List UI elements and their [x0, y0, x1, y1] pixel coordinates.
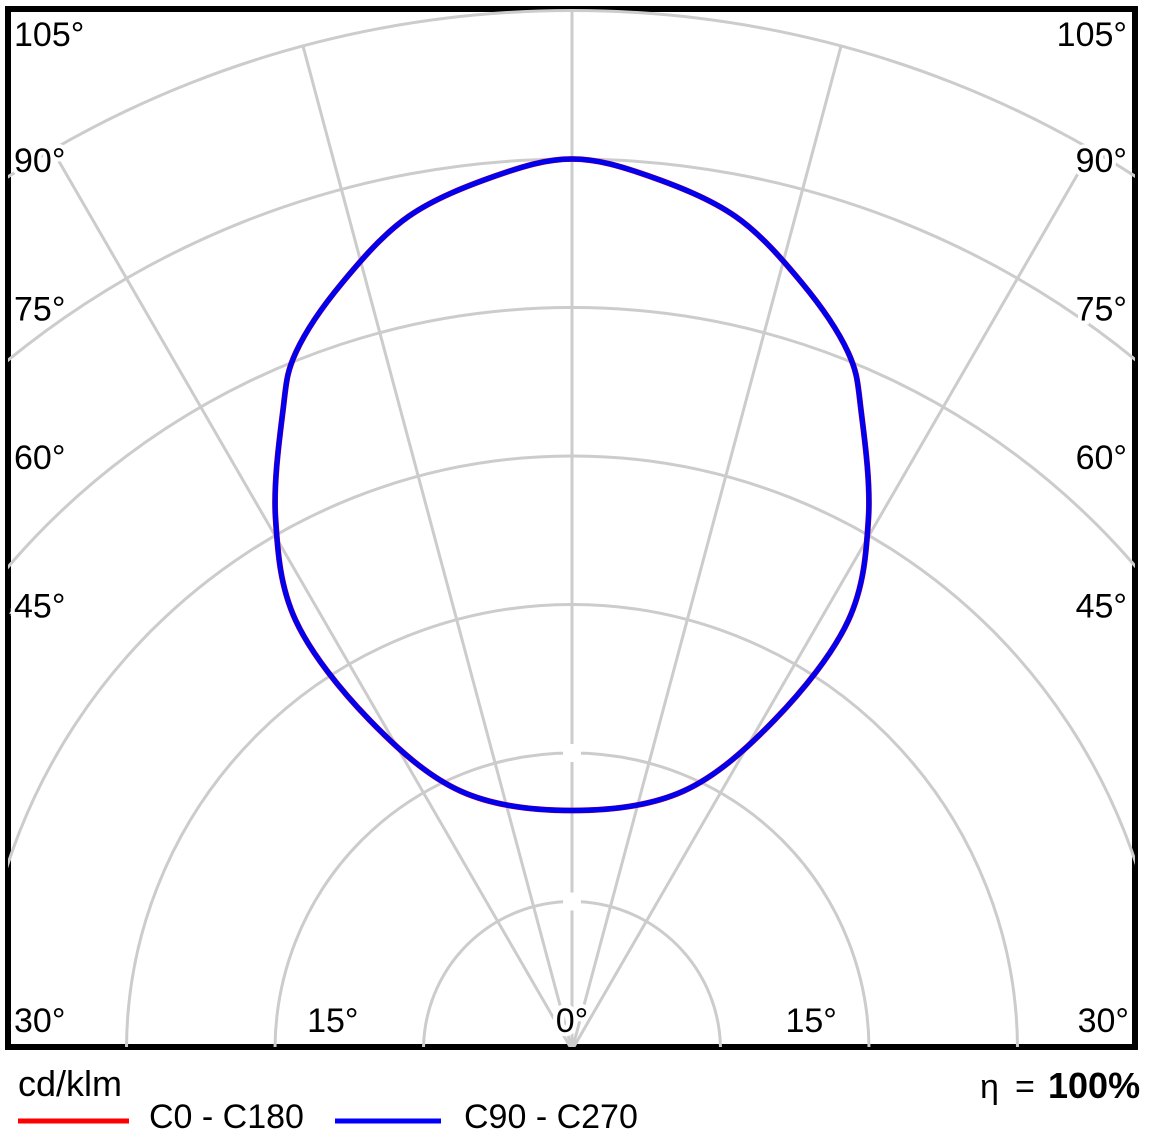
svg-text:60°: 60°	[14, 439, 65, 477]
svg-text:15°: 15°	[785, 1002, 836, 1040]
svg-text:30°: 30°	[1078, 1002, 1129, 1040]
svg-text:75°: 75°	[1076, 291, 1127, 329]
svg-text:90°: 90°	[1076, 142, 1127, 180]
svg-text:105°: 105°	[14, 16, 84, 54]
svg-text:45°: 45°	[14, 588, 65, 626]
svg-text:15°: 15°	[307, 1002, 358, 1040]
svg-text:30°: 30°	[14, 1002, 65, 1040]
svg-text:75°: 75°	[14, 291, 65, 329]
svg-text:60°: 60°	[1076, 439, 1127, 477]
svg-text:90°: 90°	[14, 142, 65, 180]
svg-text:C0 - C180: C0 - C180	[149, 1098, 304, 1136]
svg-text:η: η	[980, 1068, 999, 1106]
svg-text:100%: 100%	[1048, 1065, 1140, 1106]
svg-text:45°: 45°	[1076, 588, 1127, 626]
svg-text:=: =	[1015, 1068, 1035, 1106]
svg-text:105°: 105°	[1057, 16, 1127, 54]
svg-text:cd/klm: cd/klm	[18, 1063, 122, 1104]
svg-text:C90 - C270: C90 - C270	[464, 1098, 638, 1136]
svg-text:0°: 0°	[556, 1002, 589, 1040]
